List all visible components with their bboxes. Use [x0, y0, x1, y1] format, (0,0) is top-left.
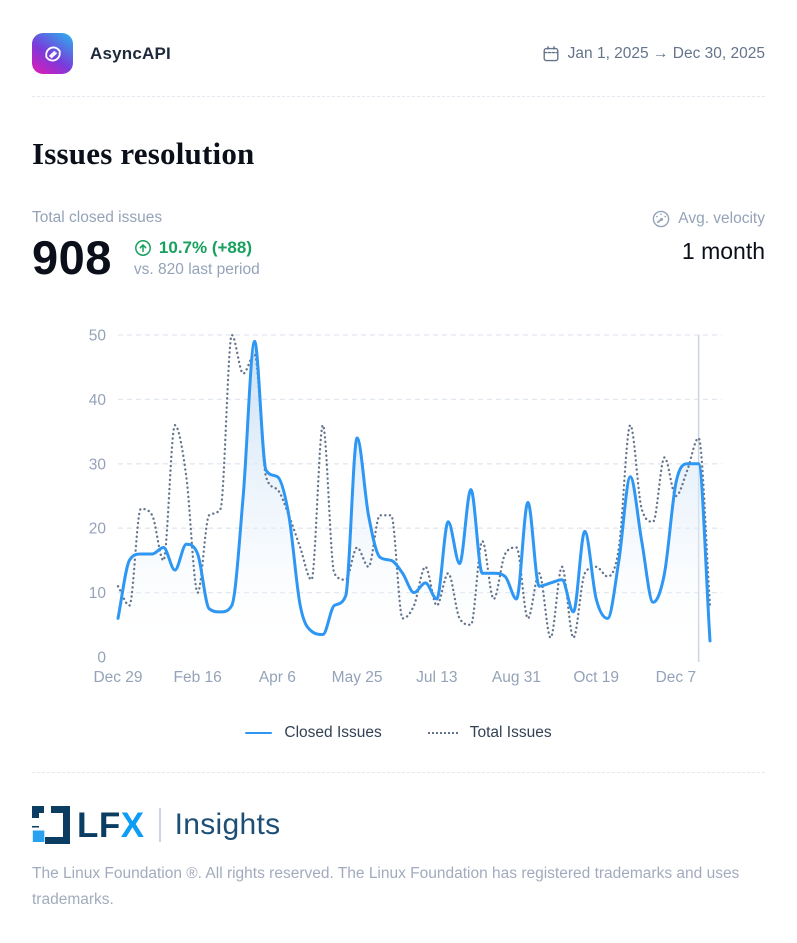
page-title: Issues resolution [32, 136, 255, 171]
svg-text:Aug 31: Aug 31 [492, 669, 541, 686]
total-closed-issues-value: 908 [32, 231, 112, 284]
brand-divider [158, 808, 161, 843]
stats-row: Total closed issues 908 10.7% (+88) vs. … [32, 209, 765, 282]
org-name: AsyncAPI [90, 43, 171, 63]
legend-item-total-issues[interactable]: Total Issues [427, 724, 552, 742]
date-range-filter[interactable]: Jan 1, 2025 → Dec 30, 2025 [542, 45, 765, 63]
comparison-text: vs. 820 last period [133, 261, 260, 279]
issues-resolution-chart: 0 10 20 30 40 50 Dec 29 Feb 16 Apr 6 May 25 Jul 13… [32, 324, 765, 692]
svg-text:Oct 19: Oct 19 [573, 669, 619, 686]
legend-item-closed-issues[interactable]: Closed Issues [245, 724, 382, 742]
asyncapi-logo [32, 33, 73, 74]
calendar-icon [543, 45, 559, 61]
svg-text:20: 20 [89, 521, 107, 538]
insights-wordmark: Insights [174, 808, 281, 842]
copyright-text: The Linux Foundation ®. All rights reser… [32, 865, 740, 908]
svg-text:0: 0 [97, 650, 106, 667]
legend-closed-label: Closed Issues [284, 724, 382, 742]
svg-text:50: 50 [89, 328, 107, 345]
header: AsyncAPI Jan 1, 2025 → Dec 30, 2025 [32, 0, 765, 97]
footer-divider [32, 772, 765, 774]
gauge-icon [652, 210, 670, 228]
velocity-label: Avg. velocity [678, 210, 765, 227]
lfx-insights-brand: LFX Insights [32, 805, 765, 845]
svg-text:Dec 29: Dec 29 [93, 669, 142, 686]
avg-velocity-stat: Avg. velocity 1 month [651, 209, 765, 265]
svg-text:Apr 6: Apr 6 [259, 669, 296, 686]
stat-label: Total closed issues [32, 209, 163, 226]
svg-text:May 25: May 25 [332, 669, 383, 686]
total-issues-dotted-swatch [427, 732, 458, 735]
chart-canvas: 0 10 20 30 40 50 Dec 29 Feb 16 Apr 6 May 25 Jul 13… [89, 328, 722, 686]
lfx-wordmark: LFX [77, 805, 145, 845]
chart-legend: Closed Issues Total Issues [32, 724, 765, 742]
lfx-logo-icon [32, 806, 70, 845]
asyncapi-logo-icon [44, 46, 61, 61]
org-block: AsyncAPI [32, 33, 171, 74]
svg-text:10: 10 [89, 585, 107, 602]
svg-text:30: 30 [89, 457, 107, 474]
arrow-up-circle-icon [134, 240, 151, 257]
velocity-value: 1 month [681, 238, 765, 264]
delta-row: 10.7% (+88) [134, 238, 260, 258]
closed-issues-stat: Total closed issues 908 10.7% (+88) vs. … [32, 209, 260, 282]
legend-total-label: Total Issues [469, 724, 552, 742]
svg-text:Jul 13: Jul 13 [416, 669, 457, 686]
svg-text:Feb 16: Feb 16 [174, 669, 222, 686]
date-range-text: Jan 1, 2025 → Dec 30, 2025 [567, 44, 765, 62]
delta-text: 10.7% (+88) [158, 238, 253, 258]
svg-text:Dec 7: Dec 7 [656, 669, 697, 686]
svg-text:40: 40 [89, 392, 107, 409]
closed-issues-line-swatch [245, 732, 273, 735]
